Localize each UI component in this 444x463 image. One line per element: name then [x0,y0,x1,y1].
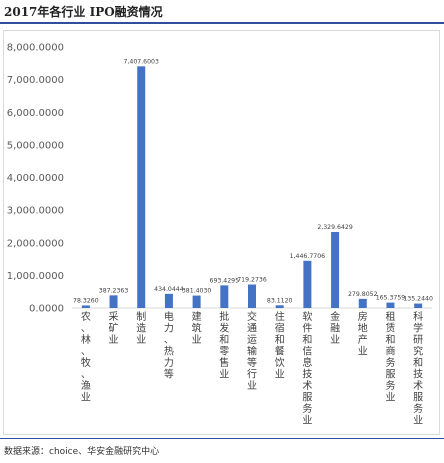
bar [248,284,256,308]
chart-title: 2017年各行业 IPO融资情况 [4,5,163,19]
bar [192,295,201,308]
category-label: 租赁和商务服务业 [385,310,395,404]
source-note: 数据来源：choice、华安金融研究中心 [4,447,160,457]
data-label: 381.4030 [182,288,212,295]
data-label: 1,446.7706 [290,253,325,260]
category-label: 软件和信息技术服务业 [302,310,312,427]
y-tick-label: 0.0000 [29,304,64,315]
bar [220,285,229,308]
category-label: 农、林、牧、渔业 [81,310,91,404]
bar [275,305,284,308]
bar [164,293,173,308]
category-label: 电力、热力等 [164,310,174,381]
bar [386,302,395,308]
bar [358,298,367,308]
bar-layer [81,66,423,308]
bar [109,295,118,308]
data-label: 7,407.6003 [124,58,159,65]
data-label: 279.8052 [348,291,378,298]
title-divider [0,22,444,24]
data-label: 78.3260 [73,297,99,304]
category-label: 采矿业 [109,311,119,346]
y-tick-label: 2,000.0000 [7,238,64,249]
category-label: 制造业 [136,310,146,346]
y-tick-label: 1,000.0000 [7,271,64,282]
category-label: 房地产业 [358,310,368,358]
bar [81,305,90,308]
data-label: 2,329.6429 [317,224,352,231]
bar [303,260,312,308]
y-tick-label: 7,000.0000 [7,75,64,86]
category-label: 批发和零售业 [219,310,229,381]
footer-divider [0,438,444,439]
data-label: 434.0444 [154,286,184,293]
bar-chart: 0.0000 1,000.0000 2,000.0000 3,000.0000 4,00… [7,43,433,427]
category-label: 交通运输等行业 [247,310,257,392]
y-tick-label: 5,000.0000 [7,140,64,151]
y-tick-label: 3,000.0000 [7,206,64,217]
chart-frame: 0.0000 1,000.0000 2,000.0000 3,000.0000 4,00… [3,30,440,435]
data-label: 83.1120 [267,297,293,304]
data-label: 165.3759 [376,295,406,302]
category-label: 住宿和餐饮业 [275,310,285,381]
data-label: 693.4295 [210,277,240,284]
y-tick-label: 4,000.0000 [7,173,64,184]
category-label-layer: 农、林、牧、渔业 采矿业 制造业 电力、热力等 建筑业 批发和零售业 交通运输等行业 住宿和餐… [81,310,423,427]
axis-layer: 0.0000 1,000.0000 2,000.0000 3,000.0000 4,00… [7,43,432,315]
data-label: 135.2440 [403,296,433,303]
category-label: 科学研究和技术服务业 [413,310,423,427]
data-label: 719.2736 [237,277,267,284]
category-label: 建筑业 [192,310,202,346]
bar [331,231,340,308]
bar [137,66,146,308]
category-label: 金融业 [330,310,340,346]
data-label: 387.2363 [99,287,129,294]
y-tick-label: 8,000.0000 [7,43,64,54]
bar [414,303,423,308]
y-tick-label: 6,000.0000 [7,108,64,119]
